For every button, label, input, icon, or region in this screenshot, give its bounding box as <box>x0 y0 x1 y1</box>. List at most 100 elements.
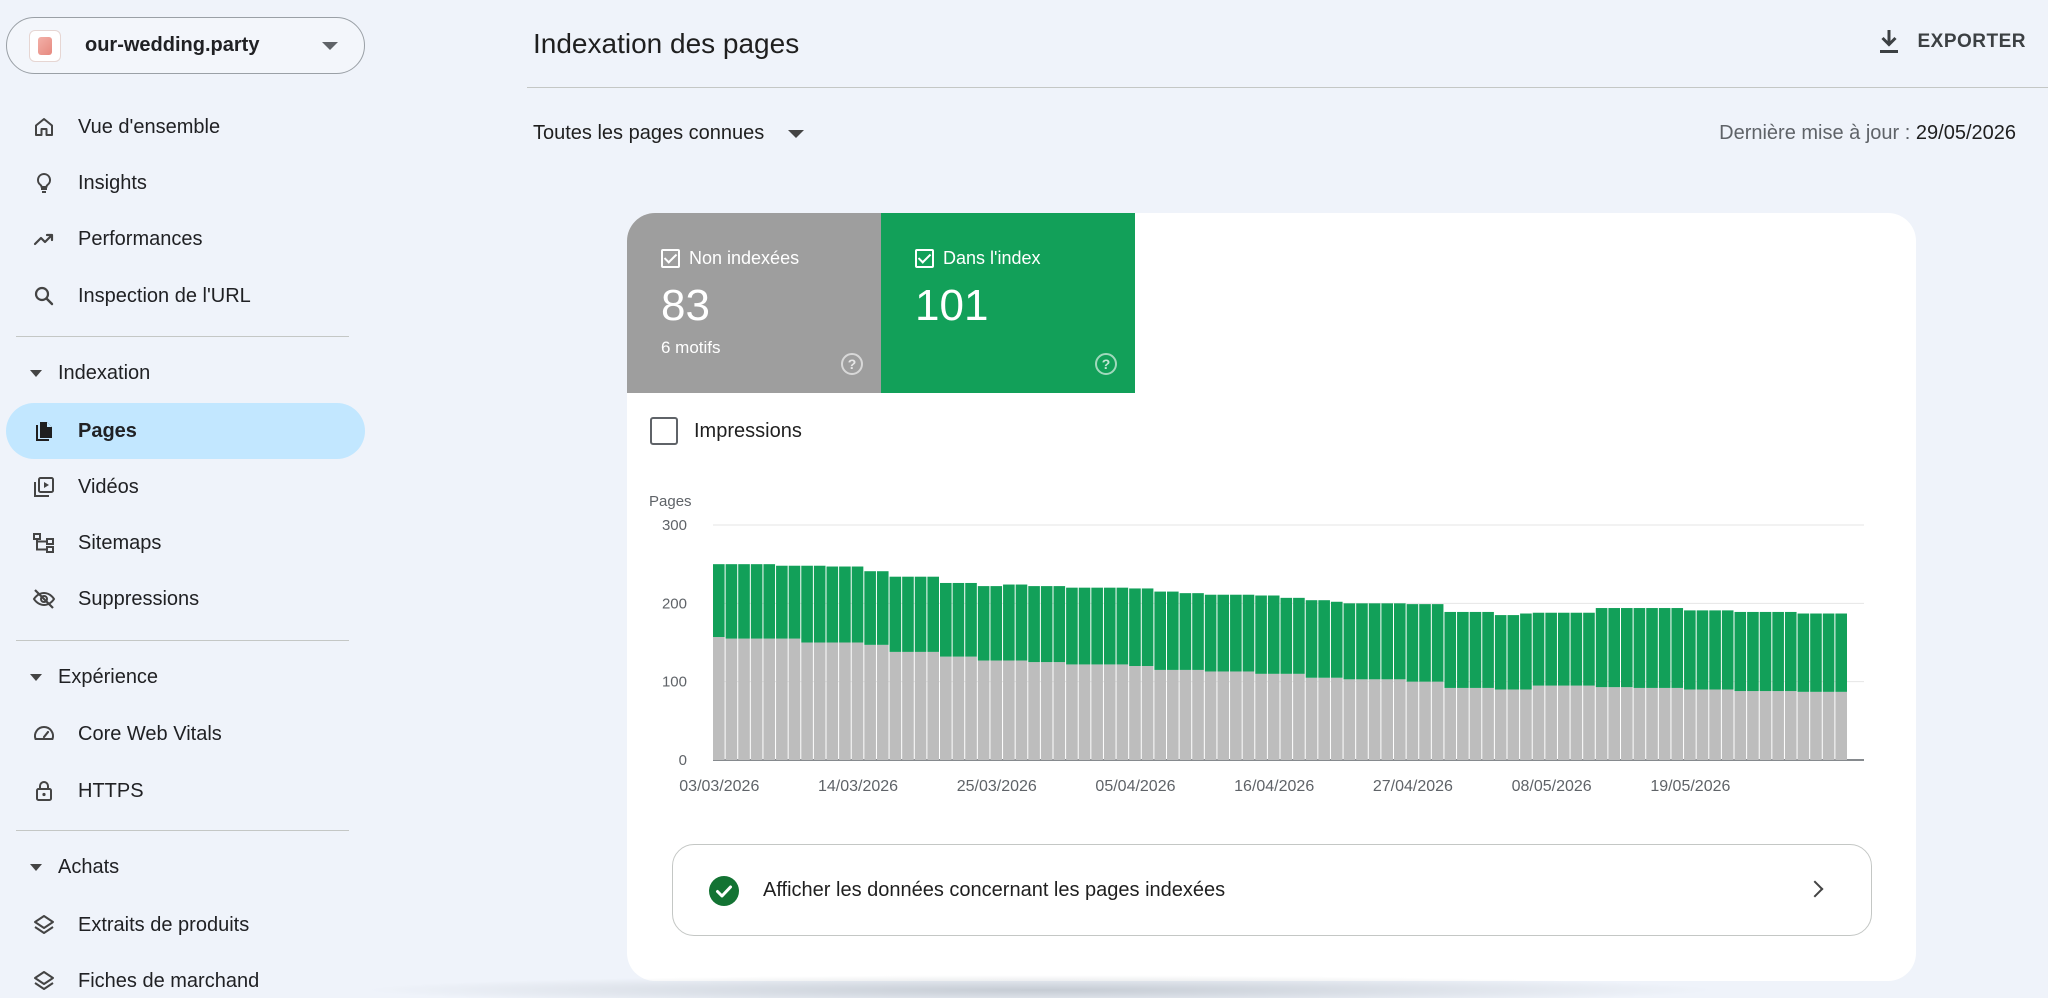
bar-indexed <box>1318 600 1330 678</box>
section-shopping-header[interactable]: Achats <box>30 856 119 879</box>
bar-indexed <box>1192 593 1204 670</box>
sidebar-item-insights[interactable]: Insights <box>6 155 365 211</box>
sidebar-item-label: Vue d'ensemble <box>78 115 221 138</box>
sidebar-item-label: Pages <box>78 419 137 442</box>
bar-indexed <box>1583 612 1595 686</box>
sidebar-item-videos[interactable]: Vidéos <box>6 459 365 515</box>
y-tick-label: 100 <box>662 674 687 691</box>
x-tick-label: 14/03/2026 <box>818 778 898 795</box>
bar-indexed <box>1217 594 1230 672</box>
gauge-icon <box>34 726 54 740</box>
y-tick-label: 0 <box>679 752 687 769</box>
x-tick-label: 03/03/2026 <box>679 778 759 795</box>
bar-not-indexed <box>826 642 839 760</box>
trending-up-icon <box>33 233 54 246</box>
y-tick-label: 300 <box>662 517 687 534</box>
bar-indexed <box>1230 594 1242 672</box>
bar-not-indexed <box>1116 664 1129 760</box>
bar-indexed <box>725 564 738 639</box>
bar-indexed <box>1532 612 1545 686</box>
bar-indexed <box>1305 600 1318 678</box>
help-icon[interactable]: ? <box>1095 353 1117 375</box>
sidebar-item-removals[interactable]: Suppressions <box>6 571 365 627</box>
bar-not-indexed <box>1570 685 1583 760</box>
sidebar-item-url-inspection[interactable]: Inspection de l'URL <box>6 268 365 324</box>
bar-indexed <box>839 566 851 643</box>
section-label: Expérience <box>58 666 159 688</box>
y-axis-label: Pages <box>649 493 692 510</box>
bar-not-indexed <box>1532 685 1545 760</box>
impressions-toggle[interactable]: Impressions <box>650 417 802 445</box>
bar-indexed <box>1242 594 1255 672</box>
pages-filter-dropdown[interactable]: Toutes les pages connues <box>533 122 805 145</box>
pages-icon <box>36 422 52 441</box>
section-indexation-header[interactable]: Indexation <box>30 362 150 385</box>
stat-indexed[interactable]: Dans l'index 101 ? <box>881 213 1135 393</box>
bar-not-indexed <box>1343 679 1356 760</box>
sidebar-divider <box>16 336 349 337</box>
bar-not-indexed <box>1255 673 1267 760</box>
property-selector[interactable]: our-wedding.party <box>6 17 365 74</box>
bar-indexed <box>1444 611 1457 688</box>
stat-label: Non indexées <box>689 248 800 268</box>
bar-indexed <box>1267 595 1280 674</box>
caret-down-icon <box>30 864 42 871</box>
bar-indexed <box>1671 608 1684 688</box>
pages-chart: Pages 0 100 200 300 03/03/2026 14/03/2026 25/03… <box>649 493 1864 795</box>
bar-not-indexed <box>1658 687 1671 760</box>
bar-indexed <box>851 566 864 643</box>
bar-indexed <box>1103 587 1116 665</box>
bar-not-indexed <box>1040 662 1053 760</box>
checkbox-checked-icon[interactable] <box>915 249 934 268</box>
bar-not-indexed <box>1394 679 1406 760</box>
bar-not-indexed <box>1822 691 1835 760</box>
bar-not-indexed <box>1015 660 1028 760</box>
bar-not-indexed <box>1141 666 1154 760</box>
bar-not-indexed <box>902 651 914 760</box>
sidebar-item-pages[interactable]: Pages <box>6 403 365 459</box>
last-update-date: 29/05/2026 <box>1915 122 2016 144</box>
sidebar-item-merchant-listings[interactable]: Fiches de marchand <box>6 953 365 998</box>
download-icon <box>1880 30 1899 53</box>
section-experience-header[interactable]: Expérience <box>30 666 158 689</box>
bar-not-indexed <box>1305 677 1318 760</box>
impressions-checkbox[interactable] <box>650 417 678 445</box>
indexing-card: Non indexées 83 6 motifs ? Dans l'index … <box>627 213 1916 981</box>
export-button[interactable]: EXPORTER <box>1877 22 2026 62</box>
bar-not-indexed <box>801 642 813 760</box>
bar-not-indexed <box>1520 689 1532 760</box>
sidebar-item-performance[interactable]: Performances <box>6 211 365 267</box>
sidebar-item-sitemaps[interactable]: Sitemaps <box>6 515 365 571</box>
filter-selected-value: Toutes les pages connues <box>533 122 765 144</box>
bar-not-indexed <box>750 638 763 760</box>
bar-indexed <box>1356 603 1368 680</box>
sidebar-item-overview[interactable]: Vue d'ensemble <box>6 99 365 155</box>
sidebar-item-https[interactable]: HTTPS <box>6 763 365 819</box>
bar-not-indexed <box>1103 664 1116 760</box>
bar-indexed <box>713 564 725 638</box>
bar-indexed <box>1684 610 1696 690</box>
bar-indexed <box>1255 595 1267 674</box>
sidebar-item-core-web-vitals[interactable]: Core Web Vitals <box>6 706 365 762</box>
bar-indexed <box>876 571 889 645</box>
bar-not-indexed <box>1734 691 1747 760</box>
stat-value: 101 <box>915 281 989 330</box>
stat-subtext: 6 motifs <box>661 338 721 357</box>
checkbox-checked-icon[interactable] <box>661 249 680 268</box>
bar-not-indexed <box>1419 681 1431 760</box>
bar-indexed <box>1797 613 1810 692</box>
bar-not-indexed <box>813 642 826 760</box>
bar-not-indexed <box>725 638 738 760</box>
x-tick-label: 27/04/2026 <box>1373 778 1453 795</box>
bar-not-indexed <box>1494 689 1507 760</box>
indexed-pages-link[interactable]: Afficher les données concernant les page… <box>672 844 1872 936</box>
bar-not-indexed <box>1154 669 1166 760</box>
video-icon <box>34 477 54 497</box>
bar-not-indexed <box>1457 687 1469 760</box>
help-icon[interactable]: ? <box>841 353 863 375</box>
bar-indexed <box>1494 615 1507 690</box>
sidebar-item-product-snippets[interactable]: Extraits de produits <box>6 897 365 953</box>
bar-indexed <box>1520 613 1532 690</box>
stat-not-indexed[interactable]: Non indexées 83 6 motifs ? <box>627 213 881 393</box>
bar-indexed <box>1507 615 1520 690</box>
